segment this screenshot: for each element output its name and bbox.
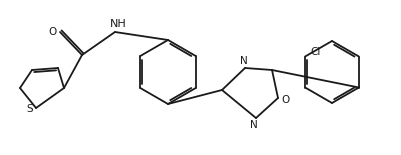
Text: Cl: Cl (310, 47, 320, 58)
Text: NH: NH (109, 19, 126, 29)
Text: O: O (281, 95, 290, 105)
Text: S: S (26, 104, 33, 114)
Text: N: N (249, 120, 257, 130)
Text: N: N (239, 56, 247, 66)
Text: O: O (49, 27, 57, 37)
